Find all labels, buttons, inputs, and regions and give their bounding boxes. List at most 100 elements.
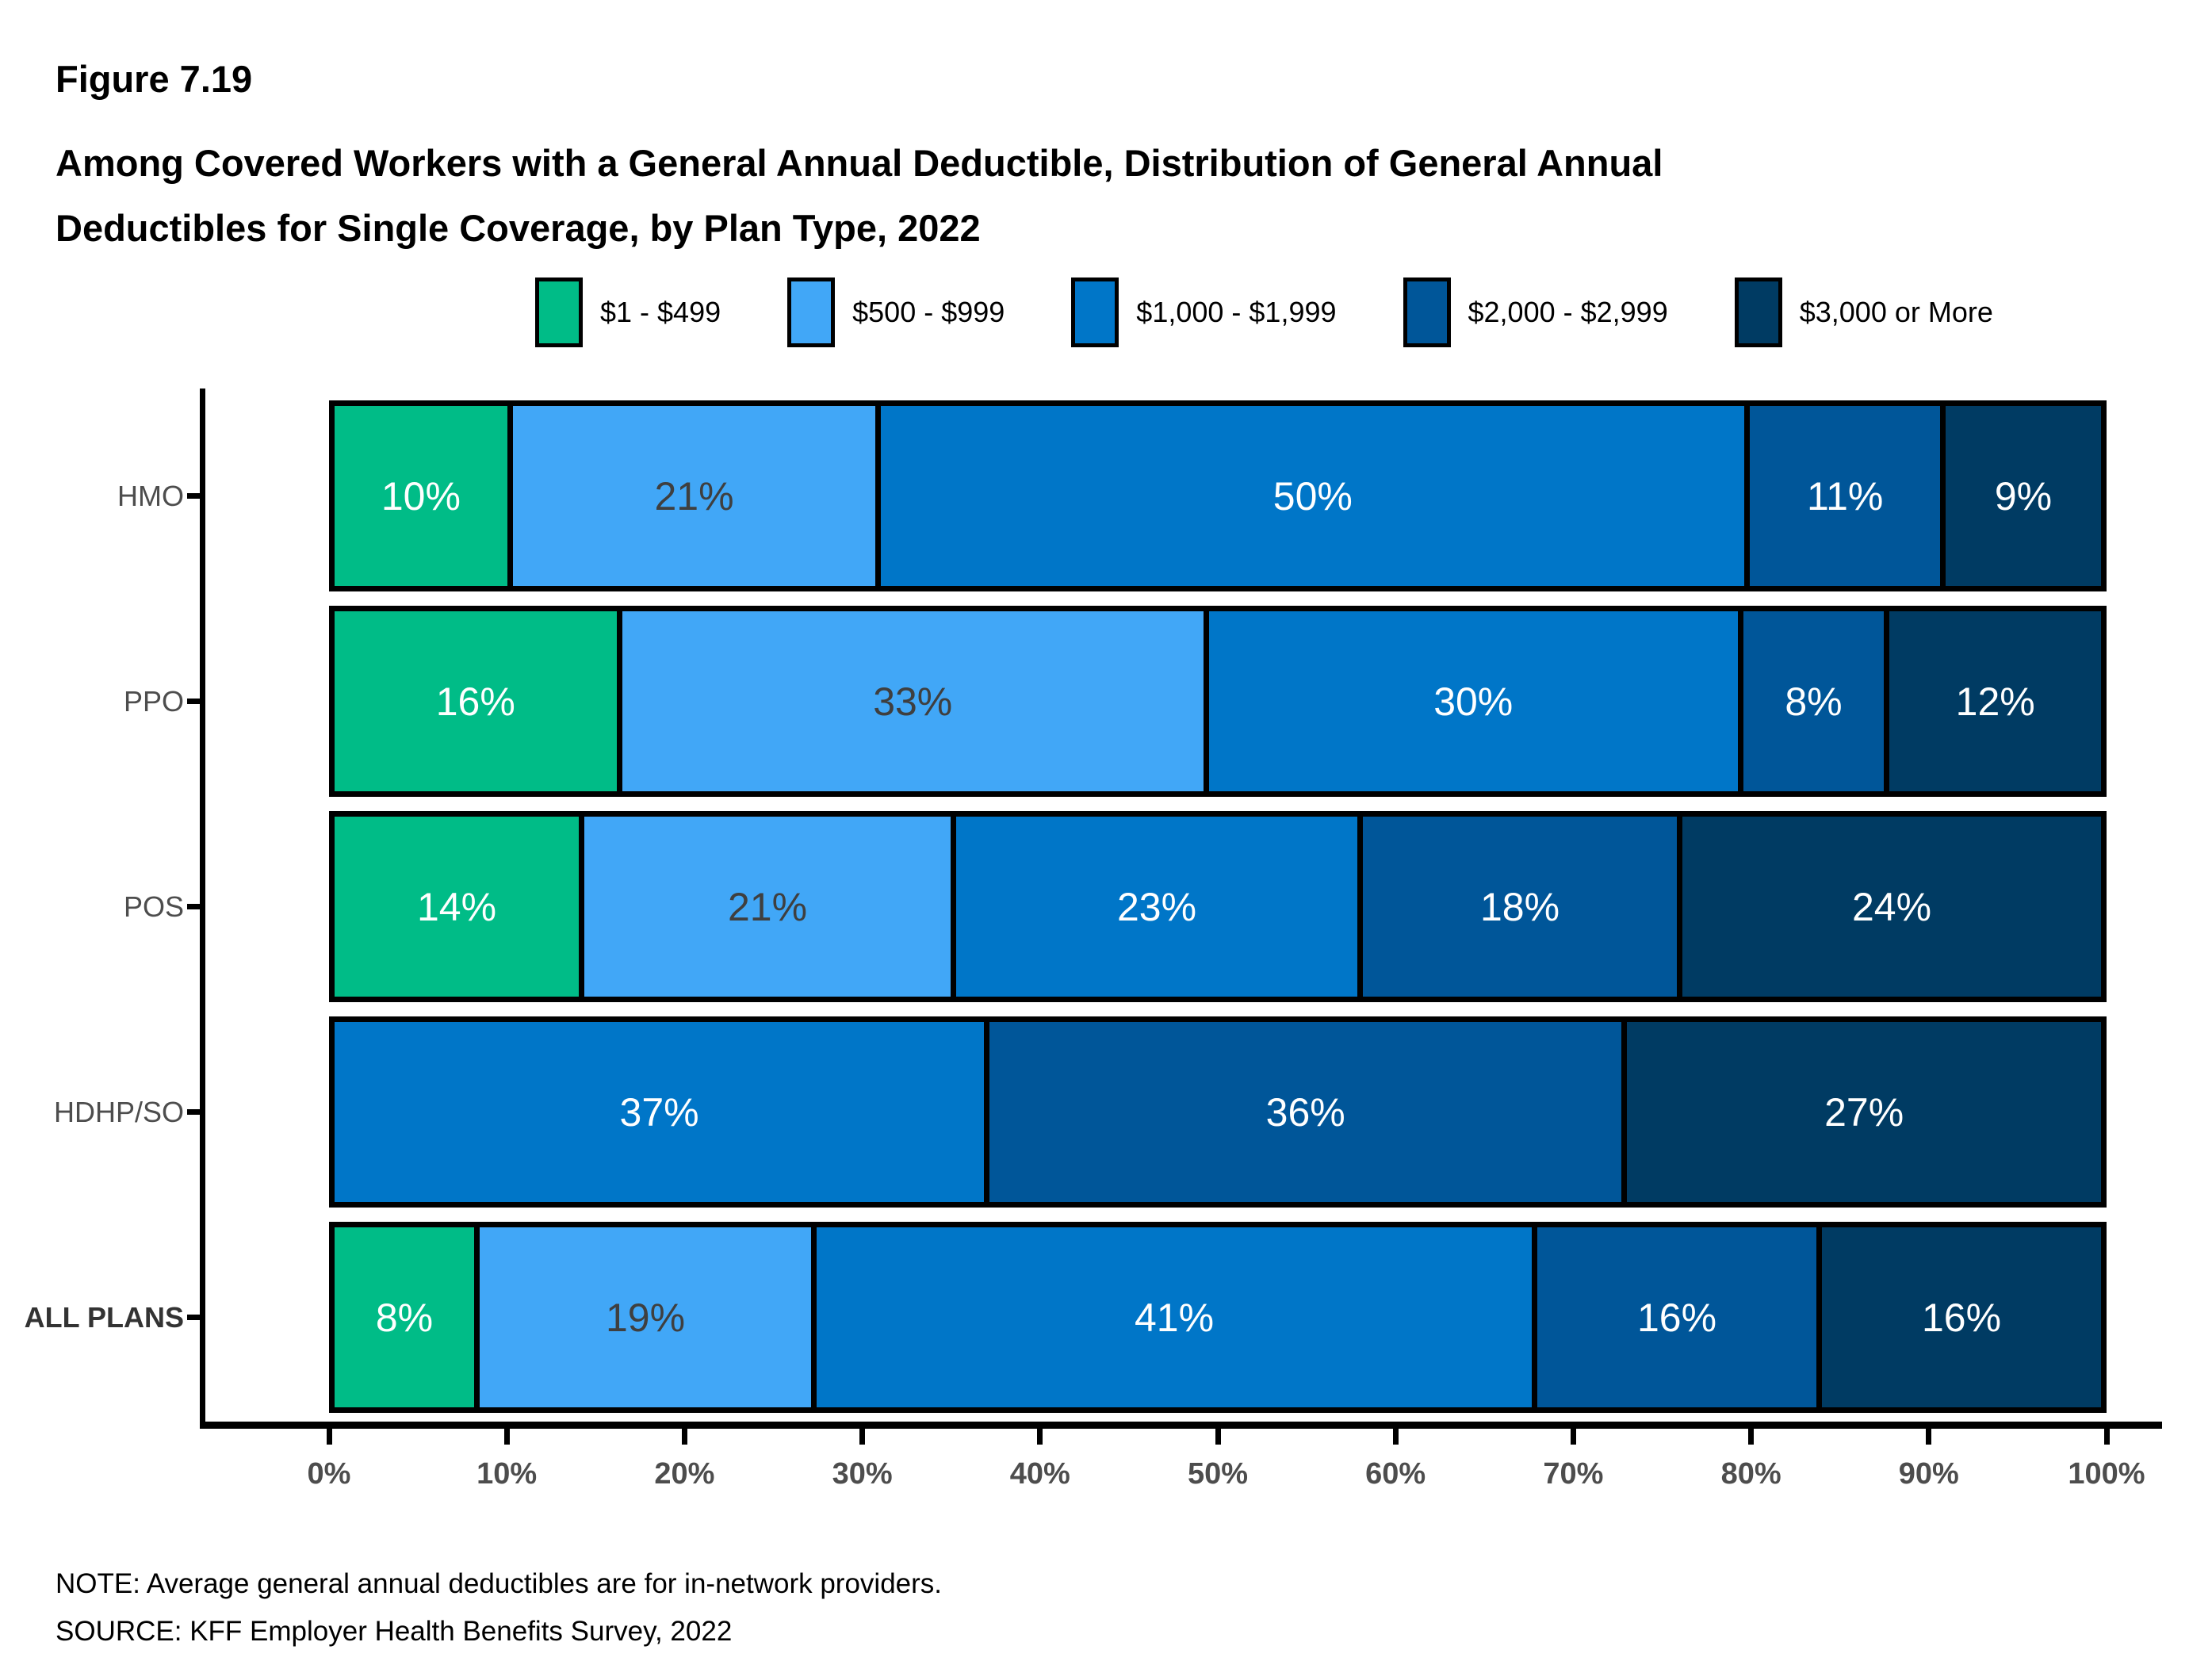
bar-segment-value: 10% xyxy=(381,473,461,519)
x-axis-tick xyxy=(503,1429,510,1445)
figure-number: Figure 7.19 xyxy=(55,58,253,100)
bar-segment: 37% xyxy=(335,1022,985,1202)
bar-segment: 19% xyxy=(474,1227,811,1407)
legend-label: $1 - $499 xyxy=(600,296,721,328)
x-axis-tick xyxy=(2103,1429,2110,1445)
legend-swatch-icon xyxy=(535,278,583,347)
bar-segment-value: 12% xyxy=(1955,679,2035,724)
bar-segment: 30% xyxy=(1203,611,1738,791)
source-text: SOURCE: KFF Employer Health Benefits Sur… xyxy=(55,1616,733,1647)
bar-segment-value: 30% xyxy=(1433,679,1514,724)
bar-segment-value: 8% xyxy=(1785,679,1843,724)
x-axis-tick-label: 20% xyxy=(654,1457,715,1491)
bar-segment: 8% xyxy=(335,1227,474,1407)
legend-item: $3,000 or More xyxy=(1734,278,1993,347)
y-axis-tick xyxy=(187,1315,200,1320)
bar-segment-value: 33% xyxy=(873,679,953,724)
legend-label: $3,000 or More xyxy=(1799,296,1993,328)
x-axis-tick-label: 50% xyxy=(1187,1457,1249,1491)
y-axis-tick xyxy=(187,904,200,909)
x-axis-tick-label: 100% xyxy=(2068,1457,2145,1491)
bar-segment-value: 16% xyxy=(435,679,515,724)
bar-segment-value: 19% xyxy=(605,1295,686,1340)
bar-segment-value: 23% xyxy=(1116,884,1197,929)
y-axis-tick xyxy=(187,493,200,499)
x-axis-tick xyxy=(1748,1429,1755,1445)
bar-row: 8% 19% 41% 16% 16% xyxy=(329,1222,2107,1413)
x-axis-tick xyxy=(859,1429,866,1445)
y-axis-tick xyxy=(187,699,200,704)
bar-row: 14% 21% 23% 18% 24% xyxy=(329,811,2107,1002)
bar-segment-value: 9% xyxy=(1994,473,2053,519)
bar-segment-value: 21% xyxy=(654,473,734,519)
bar-segment: 9% xyxy=(1939,406,2102,586)
title-block: Figure 7.19 Among Covered Workers with a… xyxy=(55,57,2085,262)
bar-segment-value: 27% xyxy=(1824,1089,1904,1135)
legend-item: $2,000 - $2,999 xyxy=(1403,278,1668,347)
legend-swatch-icon xyxy=(1071,278,1119,347)
bar-segment: 41% xyxy=(811,1227,1532,1407)
bar-segment: 16% xyxy=(1816,1227,2101,1407)
bar-segment-value: 24% xyxy=(1851,884,1932,929)
y-axis-category-label: HDHP/SO xyxy=(53,1095,184,1128)
bar-segment-value: 18% xyxy=(1479,884,1560,929)
bar-segment: 36% xyxy=(984,1022,1622,1202)
bar-segment-value: 21% xyxy=(727,884,808,929)
bar-segment: 21% xyxy=(507,406,876,586)
bar-segment-value: 50% xyxy=(1272,473,1353,519)
bar-segment: 24% xyxy=(1677,817,2101,997)
bar-segment: 21% xyxy=(579,817,951,997)
x-axis-tick xyxy=(1037,1429,1043,1445)
legend: $1 - $499 $500 - $999 $1,000 - $1,999 $2,00… xyxy=(535,278,1993,347)
bar-row: 10% 21% 50% 11% 9% xyxy=(329,400,2107,591)
bar-segment-value: 41% xyxy=(1134,1295,1215,1340)
x-axis-tick xyxy=(326,1429,332,1445)
y-axis-tick xyxy=(187,1109,200,1115)
bar-segment: 16% xyxy=(335,611,617,791)
x-axis-tick-label: 60% xyxy=(1365,1457,1426,1491)
legend-swatch-icon xyxy=(787,278,836,347)
bar-row: 16% 33% 30% 8% 12% xyxy=(329,606,2107,797)
bar-segment: 27% xyxy=(1621,1022,2102,1202)
x-axis-tick-label: 70% xyxy=(1543,1457,1604,1491)
legend-swatch-icon xyxy=(1734,278,1782,347)
bar-segment: 16% xyxy=(1532,1227,1816,1407)
bar-segment: 50% xyxy=(875,406,1745,586)
bar-segment: 18% xyxy=(1357,817,1677,997)
x-axis-tick xyxy=(1926,1429,1932,1445)
y-axis-line xyxy=(200,388,205,1429)
x-axis-tick xyxy=(1570,1429,1576,1445)
bar-segment: 8% xyxy=(1737,611,1885,791)
y-axis-category-label: PPO xyxy=(123,684,184,718)
legend-label: $500 - $999 xyxy=(852,296,1005,328)
bar-segment: 12% xyxy=(1884,611,2102,791)
legend-item: $1,000 - $1,999 xyxy=(1071,278,1337,347)
y-axis-category-label: HMO xyxy=(117,479,184,512)
legend-item: $1 - $499 xyxy=(535,278,721,347)
x-axis-tick xyxy=(1215,1429,1221,1445)
figure-title: Among Covered Workers with a General Ann… xyxy=(55,142,1663,250)
x-axis-tick-label: 80% xyxy=(1720,1457,1781,1491)
bar-segment: 11% xyxy=(1744,406,1940,586)
bar-row: 37% 36% 27% xyxy=(329,1016,2107,1208)
x-axis-tick-label: 0% xyxy=(307,1457,351,1491)
bar-segment-value: 14% xyxy=(416,884,497,929)
x-axis-tick-label: 30% xyxy=(832,1457,893,1491)
bar-segment-value: 16% xyxy=(1636,1295,1717,1340)
bar-segment-value: 11% xyxy=(1806,473,1884,519)
bar-segment: 33% xyxy=(616,611,1204,791)
legend-label: $1,000 - $1,999 xyxy=(1136,296,1337,328)
x-axis-tick-label: 10% xyxy=(476,1457,538,1491)
bar-segment-value: 36% xyxy=(1265,1089,1345,1135)
bar-segment-value: 37% xyxy=(619,1089,699,1135)
bar-segment-value: 16% xyxy=(1921,1295,2002,1340)
legend-swatch-icon xyxy=(1403,278,1451,347)
y-axis-category-label: ALL PLANS xyxy=(24,1300,184,1334)
bar-segment-value: 8% xyxy=(375,1295,434,1340)
bar-segment: 14% xyxy=(335,817,579,997)
x-axis-tick-label: 90% xyxy=(1898,1457,1959,1491)
legend-item: $500 - $999 xyxy=(787,278,1005,347)
x-axis-tick xyxy=(681,1429,687,1445)
x-axis-tick-label: 40% xyxy=(1009,1457,1070,1491)
